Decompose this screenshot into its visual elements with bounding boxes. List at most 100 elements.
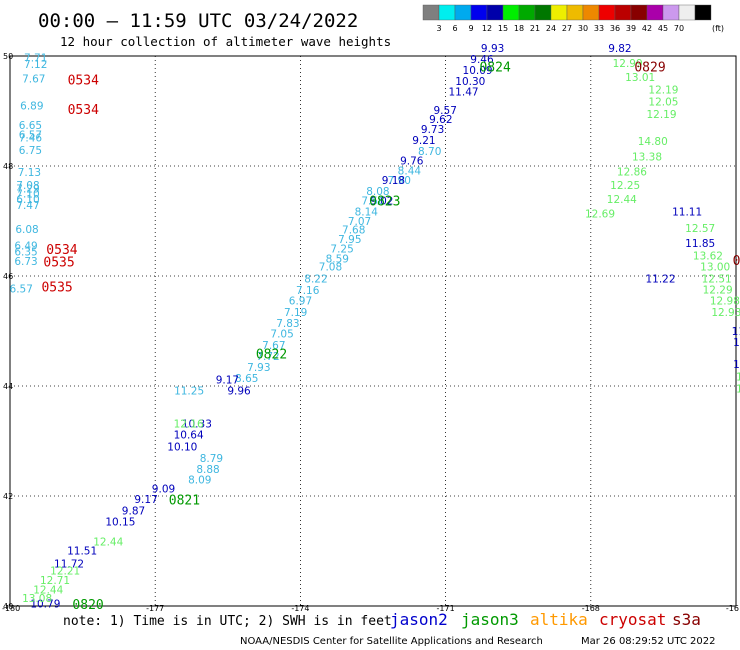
swh-point: 12.71 (40, 575, 70, 587)
swh-point: 6.10 (16, 194, 39, 206)
color-scale-tick: 9 (468, 24, 473, 33)
swh-point: 6.35 (14, 247, 37, 259)
color-scale-tick: 30 (578, 24, 588, 33)
pass-time-label: 0534 (46, 243, 77, 258)
swh-point: 7.47 (16, 200, 39, 212)
plot-border (9, 55, 737, 607)
swh-point: 9.96 (227, 385, 251, 397)
swh-point: 7.05 (270, 329, 293, 341)
pass-time-label: 0534 (68, 103, 99, 118)
satellite-legend-item: altika (530, 610, 588, 629)
color-scale-tick: 36 (610, 24, 620, 33)
swh-point: 7.71 (24, 53, 47, 65)
pass-time-label: 0535 (41, 280, 72, 295)
swh-point: 9.09 (152, 484, 175, 496)
wave-height-points: 7.717.127.676.896.656.577.466.757.137.08… (10, 43, 740, 611)
color-scale-swatch (614, 4, 632, 21)
color-scale-swatch (534, 4, 552, 21)
x-tick-label: -180 (2, 604, 20, 613)
swh-point: 7.08 (319, 262, 342, 274)
swh-point: 6.89 (20, 100, 43, 112)
swh-point: 12 (736, 384, 740, 396)
swh-point: 8.22 (304, 274, 327, 286)
swh-point: 13.62 (693, 251, 723, 263)
swh-point: 7.72 (256, 351, 279, 363)
color-scale-tick: 21 (530, 24, 540, 33)
color-scale-swatch (646, 4, 664, 21)
pass-time-label: 0822 (256, 348, 287, 363)
color-scale-swatch (454, 4, 472, 21)
swh-point: 7.95 (338, 234, 361, 246)
swh-point: 9.82 (608, 43, 631, 55)
swh-point: 7.19 (284, 307, 307, 319)
swh-point: 12.69 (585, 209, 615, 221)
color-scale-legend: 3 6 9 12 15 18 21 24 27 30 33 36 39 42 45 70 (422, 4, 712, 33)
swh-point: 9.18 (382, 175, 405, 187)
swh-point: 8.14 (355, 207, 379, 219)
swh-point: 13.38 (632, 152, 662, 164)
swh-point: 12.57 (685, 223, 715, 235)
swh-point: 7.10 (16, 188, 39, 200)
pass-time-label: 0824 (479, 60, 510, 75)
swh-point: 11.5 (733, 337, 740, 349)
color-scale-swatch (550, 4, 568, 21)
x-tick-label: -174 (291, 604, 309, 613)
swh-point: 12.51 (702, 274, 732, 286)
swh-point: 9.87 (122, 506, 145, 518)
swh-point: 12.19 (646, 109, 676, 121)
color-scale-swatch (438, 4, 456, 21)
swh-point: 12.93 (711, 307, 740, 319)
swh-point: 11.25 (174, 385, 204, 397)
pass-time-label: 0534 (68, 74, 99, 89)
swh-point: 7.67 (22, 73, 45, 85)
swh-point: 10.09 (463, 65, 493, 77)
swh-point: 7.67 (262, 340, 285, 352)
pass-time-label: 0820 (72, 598, 103, 613)
swh-point: 6.08 (15, 224, 38, 236)
color-scale-swatch (630, 4, 648, 21)
swh-point: 6.57 (19, 130, 42, 142)
swh-point: 7.83 (276, 318, 299, 330)
swh-point: 11.85 (685, 238, 715, 250)
swh-point: 7.25 (330, 243, 353, 255)
swh-point: 9.02 (370, 196, 393, 208)
swh-point: 7.13 (18, 167, 41, 179)
swh-point: 10.30 (455, 76, 485, 88)
footer-credit: NOAA/NESDIS Center for Satellite Applica… (240, 636, 543, 647)
swh-point: 11.8 (733, 359, 740, 371)
satellite-legend-item: cryosat (599, 610, 666, 629)
swh-point: 7.93 (247, 362, 270, 374)
color-scale-swatch (566, 4, 584, 21)
swh-point: 7.46 (19, 132, 43, 144)
color-scale-swatch (678, 4, 696, 21)
x-tick-label: -171 (437, 604, 455, 613)
swh-point: 8.44 (398, 165, 422, 177)
swh-point: 9.17 (134, 494, 157, 506)
pass-time-label: 0821 (169, 493, 200, 508)
x-tick-label: -177 (146, 604, 164, 613)
color-scale-tick: 33 (594, 24, 604, 33)
swh-point: 9.17 (216, 374, 239, 386)
color-scale-swatch (470, 4, 488, 21)
color-scale-tick: 42 (642, 24, 652, 33)
color-scale-swatch (422, 4, 440, 21)
swh-point: 12.21 (50, 566, 80, 578)
swh-point: 10.10 (167, 441, 197, 453)
swh-point: 8.59 (326, 253, 349, 265)
satellite-legend-item: jason3 (461, 610, 519, 629)
y-tick-label: 48 (3, 162, 13, 171)
swh-point: 12.44 (93, 537, 123, 549)
satellite-legend: jason2 jason3 altika cryosat s3a (390, 610, 701, 629)
swh-point: 13.00 (700, 262, 730, 274)
swh-point: 12.98 (710, 296, 740, 308)
swh-point: 7.29 (16, 183, 39, 195)
swh-point: 6.97 (289, 296, 312, 308)
color-scale-tick: 39 (626, 24, 636, 33)
y-tick-label: 50 (3, 52, 13, 61)
footer-note: note: 1) Time is in UTC; 2) SWH is in fe… (63, 614, 392, 629)
swh-point: 12.44 (607, 194, 637, 206)
x-tick-label: -168 (582, 604, 600, 613)
swh-point: 12.05 (648, 97, 678, 109)
color-scale-tick: 27 (562, 24, 572, 33)
